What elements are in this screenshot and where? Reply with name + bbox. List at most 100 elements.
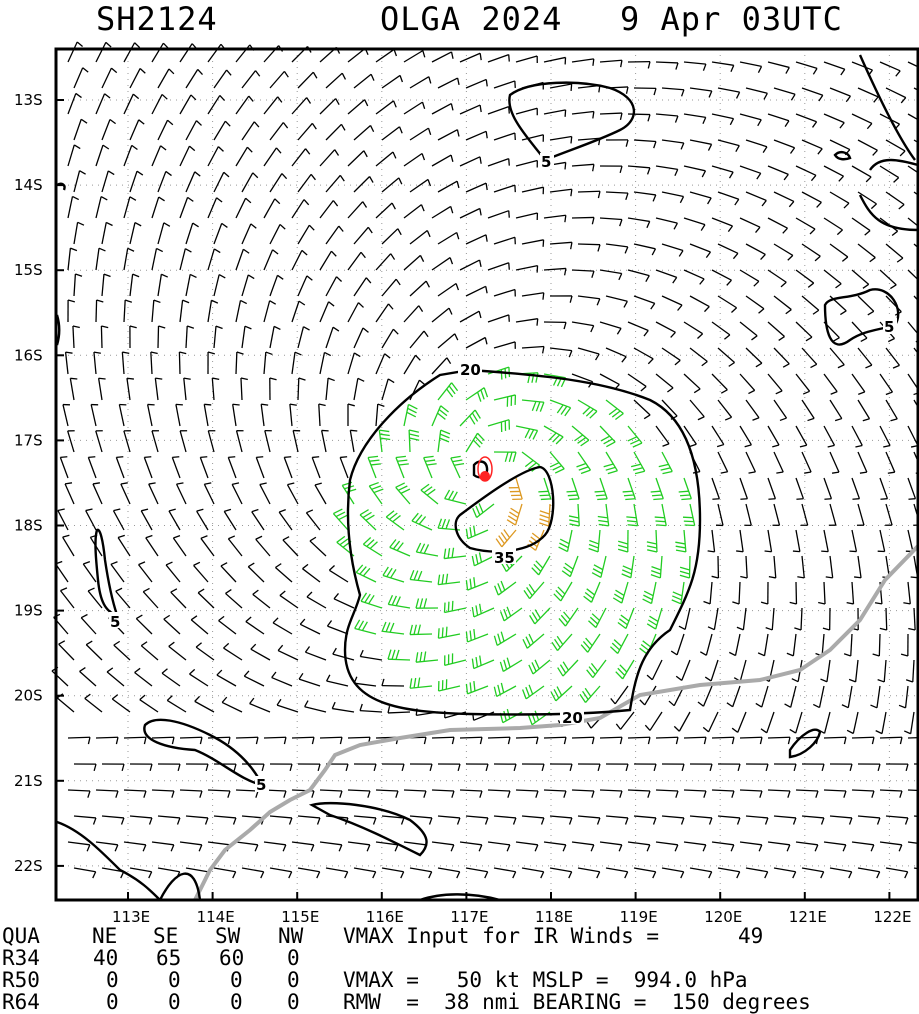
lat-tick-label: 18S <box>14 517 43 535</box>
wind-barb <box>143 456 153 479</box>
wind-barb <box>661 867 685 879</box>
wind-barb <box>661 815 685 825</box>
wind-barb <box>857 295 875 316</box>
wind-barb <box>627 373 647 392</box>
wind-barb <box>543 214 567 223</box>
wind-barb <box>403 204 425 219</box>
wind-barb <box>745 347 763 368</box>
wind-barb <box>129 119 145 141</box>
wind-barb <box>885 347 900 369</box>
wind-barb <box>627 321 649 337</box>
wind-barb <box>297 224 315 245</box>
wind-barb <box>213 867 237 879</box>
wind-barb <box>151 430 159 453</box>
wind-barb <box>235 146 253 167</box>
wind-barb <box>57 508 69 531</box>
wind-barb <box>359 509 377 531</box>
wind-barb <box>879 841 903 852</box>
wind-barb <box>633 243 657 256</box>
wind-barb <box>135 614 153 635</box>
wind-barb <box>431 257 454 271</box>
wind-barb <box>795 269 815 288</box>
wind-barb <box>795 321 813 342</box>
isotach-contours <box>55 54 919 902</box>
wind-barb <box>171 456 181 479</box>
wind-barb <box>431 841 455 852</box>
wind-barb <box>704 659 719 682</box>
wind-barb <box>347 302 364 323</box>
wind-barb <box>577 243 601 252</box>
wind-barb <box>739 736 763 745</box>
wind-barb <box>594 477 608 501</box>
wind-barb <box>627 60 651 69</box>
col-ne: NE <box>92 924 118 948</box>
wind-barb <box>515 107 538 116</box>
wind-barb <box>62 403 70 427</box>
wind-barb <box>711 373 728 394</box>
wind-barb <box>857 763 881 772</box>
wind-barb <box>117 534 131 557</box>
wind-barb <box>571 58 595 66</box>
wind-barb <box>175 482 187 505</box>
wind-barb <box>717 399 733 421</box>
wind-barb <box>235 789 259 798</box>
wind-barb <box>851 736 875 745</box>
wind-barb <box>403 101 426 115</box>
wind-barb <box>829 815 853 825</box>
wind-barb <box>353 815 377 825</box>
wind-barb <box>431 205 454 219</box>
wind-barb <box>711 269 732 286</box>
wind-barb <box>591 555 607 578</box>
wind-barb <box>801 399 815 422</box>
wind-barb <box>678 607 691 631</box>
wind-barb <box>711 841 735 852</box>
wind-barb <box>431 357 452 375</box>
lon-tick-label: 116E <box>366 908 404 926</box>
wind-barb <box>437 129 460 141</box>
wind-barb <box>913 295 919 303</box>
wind-barb <box>213 815 237 825</box>
wind-barb <box>879 477 889 500</box>
wind-barb <box>711 113 735 126</box>
wind-barb <box>707 529 716 553</box>
wind-barb <box>571 841 595 852</box>
wind-barb <box>179 789 203 798</box>
wind-barb <box>885 87 907 104</box>
r64-ne: 0 <box>106 990 119 1014</box>
wind-barb <box>610 685 629 705</box>
wind-barb <box>444 489 467 505</box>
wind-barb <box>825 555 834 579</box>
wind-barb <box>319 789 343 798</box>
wind-barb <box>465 763 489 772</box>
wind-barb <box>409 624 433 636</box>
wind-barb <box>493 815 517 825</box>
wind-barb <box>603 451 618 475</box>
wind-barb <box>269 325 281 349</box>
storm-id: SH2124 <box>96 0 218 38</box>
contour-label: 5 <box>884 318 894 336</box>
wind-barb <box>185 68 203 89</box>
wind-barb <box>465 234 488 245</box>
wind-barbs <box>51 41 919 879</box>
wind-barb <box>499 657 523 673</box>
wind-barb <box>325 674 349 687</box>
wind-barb <box>739 61 763 73</box>
wind-barb <box>599 165 623 174</box>
r34-sw: 60 <box>219 946 245 970</box>
wind-barb <box>243 670 265 687</box>
wind-barb <box>521 399 545 412</box>
wind-barb <box>431 307 453 323</box>
wind-barb <box>325 326 340 349</box>
wind-barb <box>101 170 115 193</box>
lat-tick-label: 19S <box>14 602 43 620</box>
wind-barb <box>213 222 228 245</box>
wind-barb <box>203 482 215 505</box>
wind-barb <box>227 456 237 479</box>
wind-barb <box>586 659 607 679</box>
wind-barb <box>717 451 729 474</box>
wind-barb <box>157 170 172 193</box>
wind-barb <box>801 867 825 879</box>
wind-barb <box>745 815 769 825</box>
wind-barb <box>615 659 635 680</box>
wind-barb <box>661 139 685 150</box>
